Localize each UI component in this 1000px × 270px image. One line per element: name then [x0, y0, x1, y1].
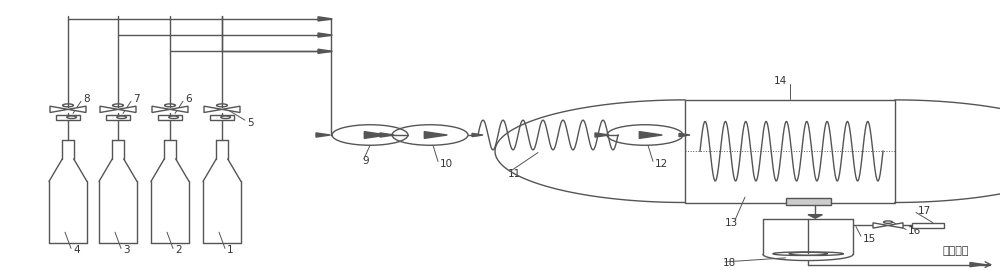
- Text: 13: 13: [725, 218, 738, 228]
- Text: 去后处理: 去后处理: [943, 247, 969, 256]
- Polygon shape: [318, 33, 332, 37]
- Polygon shape: [472, 133, 483, 137]
- Polygon shape: [170, 106, 188, 113]
- Text: 2: 2: [175, 245, 182, 255]
- Text: 15: 15: [863, 234, 876, 244]
- Text: 16: 16: [908, 226, 921, 236]
- Polygon shape: [152, 106, 170, 113]
- Polygon shape: [888, 223, 903, 228]
- Text: 11: 11: [508, 169, 521, 179]
- Text: 6: 6: [185, 93, 192, 104]
- Polygon shape: [873, 223, 888, 228]
- Bar: [912, 223, 944, 228]
- Text: 1: 1: [227, 245, 234, 255]
- Text: 10: 10: [440, 159, 453, 169]
- Polygon shape: [50, 106, 68, 113]
- Polygon shape: [595, 133, 609, 137]
- Text: 17: 17: [918, 205, 931, 216]
- Text: 12: 12: [655, 159, 668, 169]
- Bar: [106, 115, 130, 120]
- Text: 3: 3: [123, 245, 130, 255]
- Text: 5: 5: [247, 118, 254, 128]
- Polygon shape: [679, 133, 690, 137]
- Text: 14: 14: [773, 76, 787, 86]
- Polygon shape: [318, 49, 332, 53]
- Polygon shape: [118, 106, 136, 113]
- Polygon shape: [318, 17, 332, 21]
- Polygon shape: [970, 262, 984, 267]
- Polygon shape: [380, 133, 394, 137]
- Polygon shape: [808, 215, 822, 218]
- Polygon shape: [100, 106, 118, 113]
- Text: 9: 9: [362, 156, 369, 167]
- Polygon shape: [424, 131, 447, 139]
- Bar: [56, 115, 80, 120]
- Text: 4: 4: [73, 245, 80, 255]
- Polygon shape: [222, 106, 240, 113]
- Polygon shape: [316, 133, 330, 137]
- Polygon shape: [639, 131, 662, 139]
- Text: 18: 18: [723, 258, 736, 268]
- Polygon shape: [364, 131, 387, 139]
- Bar: [786, 198, 831, 205]
- Polygon shape: [68, 106, 86, 113]
- Polygon shape: [204, 106, 222, 113]
- Bar: [210, 115, 234, 120]
- Bar: [685, 100, 895, 202]
- Bar: [158, 115, 182, 120]
- Text: 8: 8: [83, 93, 90, 104]
- Text: 7: 7: [133, 93, 140, 104]
